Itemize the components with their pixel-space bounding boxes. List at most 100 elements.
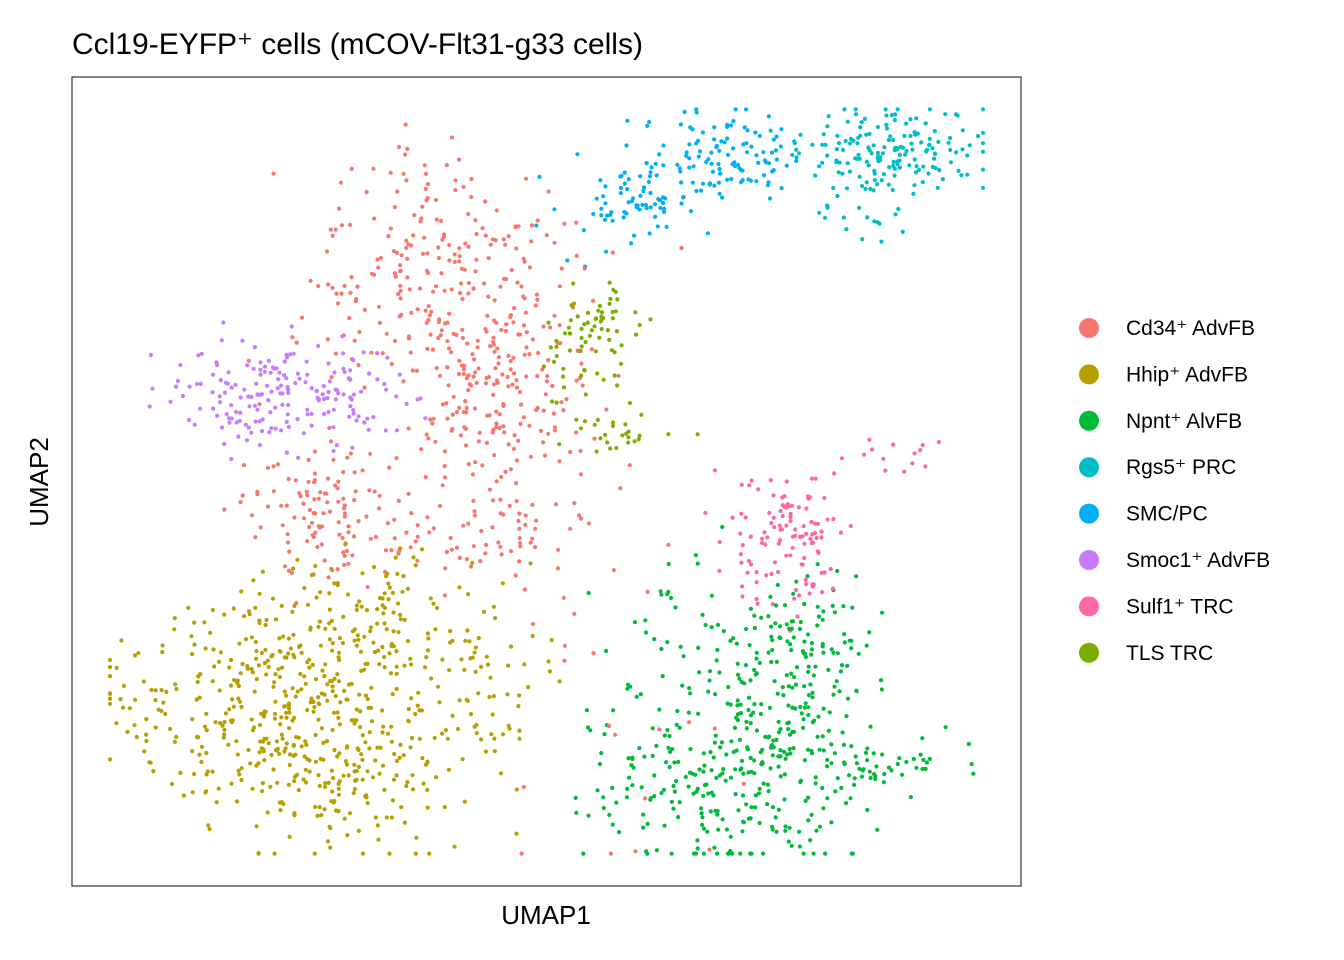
data-point <box>284 419 289 424</box>
data-point <box>810 582 815 587</box>
data-point <box>278 722 283 727</box>
data-point <box>463 241 468 246</box>
data-point <box>848 523 853 529</box>
data-point <box>662 206 667 211</box>
data-point <box>624 431 629 436</box>
data-point <box>356 414 361 419</box>
data-point <box>902 469 907 474</box>
data-point <box>669 851 674 856</box>
data-point <box>464 410 469 415</box>
data-point <box>508 313 513 318</box>
data-point <box>490 237 495 242</box>
data-point <box>271 464 276 469</box>
data-point <box>840 730 845 735</box>
data-point <box>601 795 606 800</box>
data-point <box>860 237 865 242</box>
data-point <box>770 638 775 643</box>
data-point <box>506 663 511 668</box>
data-point <box>288 352 293 357</box>
data-point <box>920 180 925 185</box>
data-point <box>592 436 597 441</box>
data-point <box>496 540 501 545</box>
data-point <box>561 366 566 371</box>
data-point <box>378 255 384 260</box>
data-point <box>380 351 385 356</box>
data-point <box>709 161 714 166</box>
data-point <box>344 762 350 767</box>
data-point <box>926 171 931 176</box>
data-point <box>496 355 502 360</box>
data-point <box>825 796 830 801</box>
data-point <box>186 605 191 610</box>
data-point <box>788 751 793 756</box>
data-point <box>703 510 708 515</box>
data-point <box>319 726 324 731</box>
data-point <box>335 486 340 491</box>
data-point <box>561 408 566 413</box>
data-point <box>868 186 873 192</box>
data-point <box>611 708 616 713</box>
data-point <box>409 662 414 667</box>
data-point <box>472 650 477 655</box>
data-point <box>815 549 820 554</box>
data-point <box>372 489 377 494</box>
data-point <box>754 728 760 733</box>
data-point <box>782 494 787 499</box>
data-point <box>871 188 876 193</box>
data-point <box>800 725 806 730</box>
data-point <box>568 449 573 455</box>
data-point <box>758 711 764 717</box>
data-point <box>838 669 844 674</box>
data-point <box>326 409 331 415</box>
data-point <box>826 728 832 734</box>
data-point <box>405 639 411 644</box>
data-point <box>687 770 693 775</box>
data-point <box>330 648 335 653</box>
data-point <box>194 697 199 702</box>
data-point <box>356 363 361 368</box>
data-point <box>431 416 436 421</box>
data-point <box>735 661 740 666</box>
data-point <box>776 719 781 725</box>
data-point <box>772 560 778 565</box>
data-point <box>232 677 237 683</box>
data-point <box>761 173 767 178</box>
data-point <box>493 366 498 371</box>
data-point <box>187 384 192 389</box>
data-point <box>278 391 283 396</box>
data-point <box>694 107 699 112</box>
data-point <box>286 701 291 706</box>
data-point <box>345 592 351 597</box>
data-point <box>806 664 811 669</box>
data-point <box>384 331 389 336</box>
data-point <box>767 510 772 515</box>
data-point <box>376 265 381 270</box>
data-point <box>712 726 717 731</box>
data-point <box>875 220 880 225</box>
data-point <box>914 116 919 121</box>
data-point <box>320 668 325 673</box>
data-point <box>552 428 558 433</box>
data-point <box>233 382 238 387</box>
data-point <box>387 585 392 590</box>
data-point <box>716 827 721 832</box>
data-point <box>589 328 594 333</box>
data-point <box>389 362 394 367</box>
data-point <box>880 752 885 757</box>
data-point <box>207 827 212 832</box>
data-point <box>326 575 331 580</box>
data-point <box>369 350 374 355</box>
data-point <box>382 381 387 387</box>
data-point <box>760 760 765 765</box>
data-point <box>699 811 704 816</box>
data-point <box>881 172 887 177</box>
data-point <box>472 509 477 514</box>
data-point <box>709 768 714 773</box>
data-point <box>536 350 541 355</box>
data-point <box>393 274 398 279</box>
data-point <box>228 657 234 663</box>
data-point <box>354 707 359 712</box>
data-point <box>446 767 451 772</box>
data-point <box>839 785 844 791</box>
data-point <box>940 177 946 182</box>
